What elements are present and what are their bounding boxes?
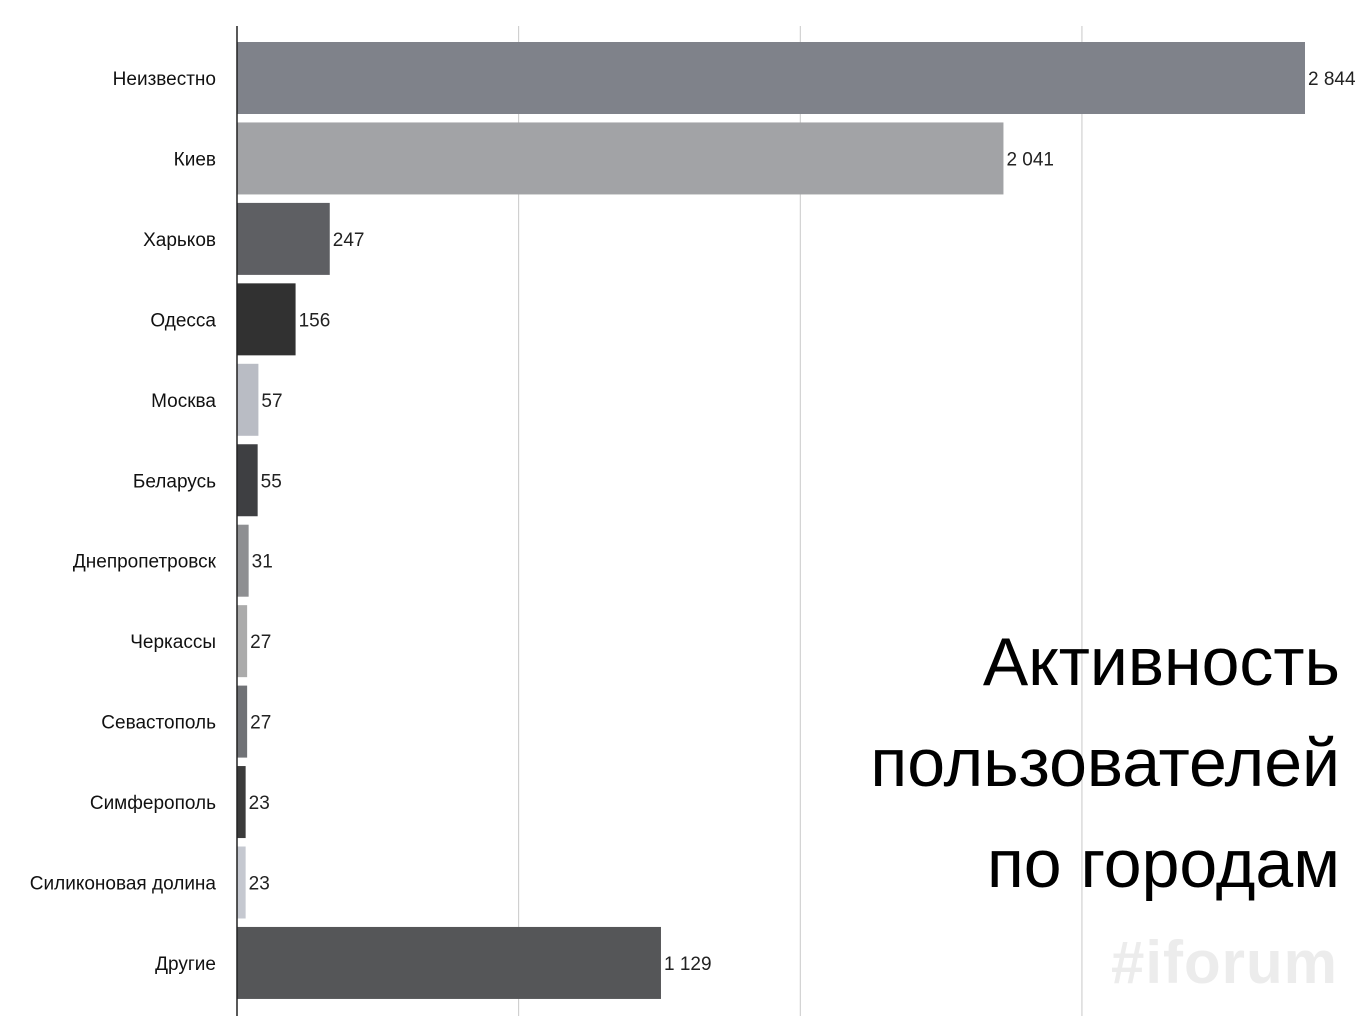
bar <box>237 444 258 517</box>
value-label: 27 <box>250 632 271 653</box>
title-line-3: по городам <box>986 826 1340 902</box>
bar <box>237 685 248 758</box>
value-label: 23 <box>249 793 270 814</box>
category-label: Харьков <box>143 230 216 251</box>
bar <box>237 283 296 356</box>
bar <box>237 766 246 839</box>
category-label: Другие <box>155 954 216 975</box>
value-label: 156 <box>299 310 331 331</box>
value-label: 2 844 <box>1308 69 1356 90</box>
bar <box>237 846 246 919</box>
category-label: Севастополь <box>101 713 216 734</box>
value-label: 27 <box>250 713 271 734</box>
bars <box>237 42 1305 999</box>
category-labels: Неизвестно Киев Харьков Одесса Москва Беларус… <box>30 69 217 975</box>
category-label: Симферополь <box>90 793 216 814</box>
bar <box>237 926 661 999</box>
category-label: Беларусь <box>133 471 216 492</box>
bar <box>237 122 1004 195</box>
category-label: Силиконовая долина <box>30 874 217 895</box>
bar <box>237 42 1305 114</box>
title-line-2: пользователей <box>870 725 1340 801</box>
category-label: Одесса <box>150 310 216 331</box>
hashtag-watermark: #iforum <box>1110 929 1338 996</box>
category-label: Москва <box>151 391 216 412</box>
value-label: 2 041 <box>1006 149 1054 170</box>
value-label: 1 129 <box>664 954 712 975</box>
value-label: 31 <box>252 552 273 573</box>
value-label: 57 <box>261 391 282 412</box>
category-label: Киев <box>174 149 216 170</box>
bar <box>237 363 259 436</box>
value-label: 23 <box>249 874 270 895</box>
value-labels: 2 844 2 041 247 156 57 55 31 27 27 23 23 1 129 <box>249 69 1356 975</box>
bar <box>237 524 249 597</box>
bar <box>237 202 330 275</box>
value-label: 247 <box>333 230 365 251</box>
chart-title: Активность пользователей по городам <box>780 612 1340 915</box>
bar <box>237 605 248 678</box>
value-label: 55 <box>261 471 282 492</box>
category-label: Черкассы <box>130 632 216 653</box>
category-label: Днепропетровск <box>73 552 217 573</box>
title-line-1: Активность <box>982 624 1340 700</box>
category-label: Неизвестно <box>113 69 216 90</box>
